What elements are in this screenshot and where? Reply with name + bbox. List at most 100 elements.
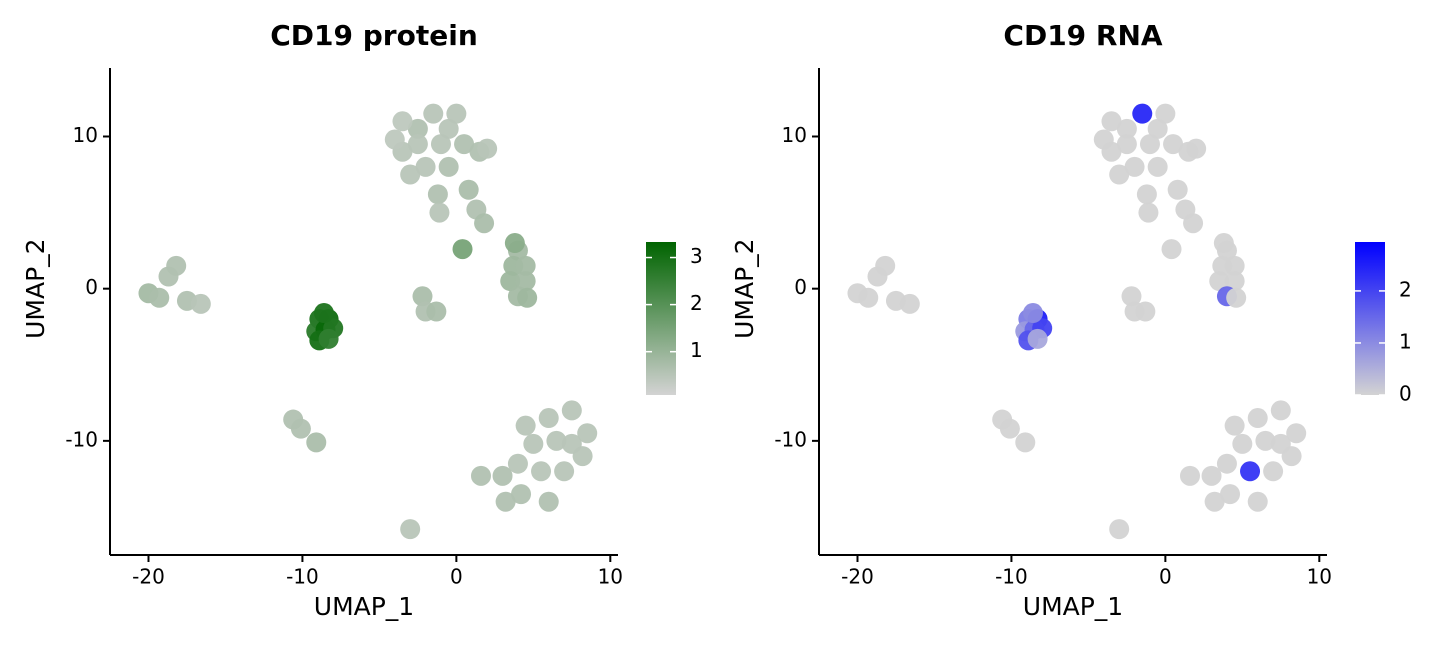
- cell-point: [1161, 239, 1182, 260]
- chart-title: CD19 RNA: [1003, 19, 1162, 52]
- chart-title: CD19 protein: [270, 19, 478, 52]
- cell-point: [1224, 415, 1245, 436]
- cell-point: [407, 118, 428, 139]
- colorbar-tick-label: 2: [1399, 277, 1412, 301]
- colorbar-tick-label: 1: [690, 338, 703, 362]
- cell-point: [407, 134, 428, 155]
- cell-point: [1093, 129, 1114, 150]
- cell-point: [1147, 156, 1168, 177]
- cell-point: [415, 156, 436, 177]
- x-tick-label: -10: [286, 565, 319, 589]
- x-tick-label: 0: [450, 565, 463, 589]
- cell-point: [1135, 301, 1156, 322]
- cell-point: [1224, 271, 1245, 292]
- cell-point: [546, 430, 567, 451]
- cell-point: [1270, 400, 1291, 421]
- cell-point: [452, 239, 473, 260]
- cell-point: [1226, 287, 1247, 308]
- cell-point: [1224, 255, 1245, 276]
- cell-point: [538, 491, 559, 512]
- cell-point: [561, 433, 582, 454]
- cell-point: [392, 111, 413, 132]
- cell-point: [1167, 179, 1188, 200]
- cell-point: [1027, 328, 1048, 349]
- colorbar-tick-label: 2: [690, 291, 703, 315]
- cell-point: [507, 453, 528, 474]
- cell-point: [149, 287, 170, 308]
- x-tick-label: -20: [841, 565, 874, 589]
- cell-point: [899, 293, 920, 314]
- colorbar: [646, 242, 676, 395]
- cell-point: [430, 134, 451, 155]
- cell-point: [470, 465, 491, 486]
- cell-point: [515, 255, 536, 276]
- cell-point: [1015, 432, 1036, 453]
- cell-point: [306, 432, 327, 453]
- y-axis-label: UMAP_2: [730, 238, 759, 338]
- cell-point: [858, 287, 879, 308]
- cell-point: [1101, 111, 1122, 132]
- cell-point: [515, 271, 536, 292]
- cell-point: [426, 301, 447, 322]
- y-axis-label: UMAP_2: [21, 238, 50, 338]
- cell-point: [1209, 271, 1230, 292]
- x-tick-label: 0: [1159, 565, 1172, 589]
- cell-point: [511, 484, 532, 505]
- cell-point: [515, 415, 536, 436]
- cell-point: [1022, 303, 1043, 324]
- cell-point: [1232, 433, 1253, 454]
- y-tick-label: 0: [85, 275, 98, 299]
- cell-point: [446, 103, 467, 124]
- cell-point: [538, 408, 559, 429]
- cell-point: [1247, 491, 1268, 512]
- cell-point: [313, 303, 334, 324]
- x-tick-label: 10: [598, 565, 623, 589]
- cell-point: [1270, 433, 1291, 454]
- x-tick-label: 10: [1307, 565, 1332, 589]
- cell-point: [1138, 202, 1159, 223]
- cell-point: [412, 286, 433, 307]
- cell-point: [1109, 519, 1130, 540]
- cell-point: [1186, 138, 1207, 159]
- cell-point: [400, 164, 421, 185]
- cell-point: [1116, 134, 1137, 155]
- cell-point: [577, 423, 598, 444]
- cell-point: [458, 179, 479, 200]
- x-tick-label: -20: [132, 565, 165, 589]
- cell-point: [1155, 103, 1176, 124]
- cell-point: [1139, 134, 1160, 155]
- cell-point: [1263, 461, 1284, 482]
- cell-point: [1183, 213, 1204, 234]
- cell-point: [423, 103, 444, 124]
- cell-point: [477, 138, 498, 159]
- y-tick-label: -10: [65, 427, 98, 451]
- cell-point: [495, 491, 516, 512]
- cell-point: [400, 519, 421, 540]
- colorbar-tick-label: 1: [1399, 329, 1412, 353]
- cell-point: [318, 328, 339, 349]
- cell-point: [1216, 453, 1237, 474]
- cell-point: [1201, 465, 1222, 486]
- cell-point: [875, 255, 896, 276]
- cell-point: [1204, 491, 1225, 512]
- colorbar-tick-label: 0: [1399, 382, 1412, 406]
- y-tick-label: 0: [794, 275, 807, 299]
- cell-point: [1179, 465, 1200, 486]
- cell-point: [1255, 430, 1276, 451]
- cell-point: [999, 418, 1020, 439]
- cell-point: [1147, 118, 1168, 139]
- cell-point: [438, 156, 459, 177]
- cell-point: [1213, 233, 1234, 254]
- cell-point: [1124, 156, 1145, 177]
- cell-point: [523, 433, 544, 454]
- cell-point: [454, 134, 475, 155]
- cell-point: [1136, 184, 1157, 205]
- cell-point: [561, 400, 582, 421]
- cell-point: [1109, 164, 1130, 185]
- y-tick-label: -10: [774, 427, 807, 451]
- cell-point: [474, 213, 495, 234]
- cell-point: [1220, 484, 1241, 505]
- colorbar-tick-label: 3: [690, 244, 703, 268]
- y-tick-label: 10: [73, 123, 98, 147]
